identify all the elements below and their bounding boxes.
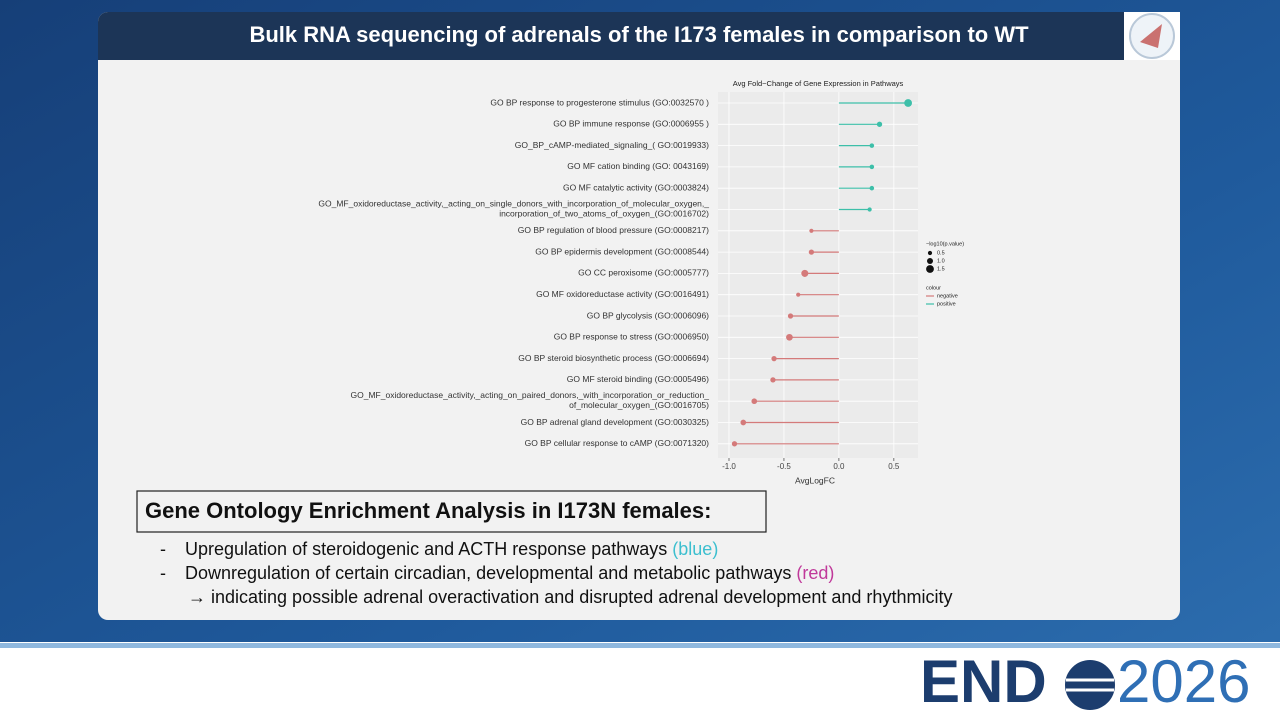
y-tick-label: GO BP steroid biosynthetic process (GO:0… xyxy=(518,353,709,363)
slide-title: Bulk RNA sequencing of adrenals of the I… xyxy=(249,22,1029,47)
point xyxy=(869,185,875,191)
y-tick-label: GO BP glycolysis (GO:0006096) xyxy=(587,310,709,320)
point xyxy=(731,441,738,447)
bullet-highlight: (red) xyxy=(796,563,834,583)
y-tick-label: GO MF catalytic activity (GO:0003824) xyxy=(563,182,709,192)
y-tick-label: GO MF cation binding (GO: 0043169) xyxy=(567,161,709,171)
point xyxy=(786,333,793,341)
chart-title: Avg Fold−Change of Gene Expression in Pa… xyxy=(733,79,904,88)
point xyxy=(809,228,814,233)
size-legend-title: −log10(p.value) xyxy=(926,241,964,247)
size-legend-key xyxy=(927,250,933,256)
color-legend-label: negative xyxy=(937,293,958,299)
point xyxy=(796,292,801,297)
point xyxy=(801,269,809,277)
x-tick-label: -1.0 xyxy=(722,462,736,471)
bullet-marker: - xyxy=(160,539,166,559)
x-tick-label: 0.0 xyxy=(833,462,845,471)
bullet-marker: - xyxy=(160,563,166,583)
box-heading: Gene Ontology Enrichment Analysis in I17… xyxy=(145,498,711,523)
emblem-mark xyxy=(1140,24,1162,48)
x-axis-label: AvgLogFC xyxy=(795,475,835,485)
point xyxy=(869,143,875,148)
x-tick-label: 0.5 xyxy=(888,462,900,471)
y-tick-label: GO_MF_oxidoreductase_activity,_acting_on… xyxy=(351,390,710,410)
title-bar xyxy=(98,12,1124,60)
y-tick-label: GO BP cellular response to cAMP (GO:0071… xyxy=(525,438,710,448)
size-legend-label: 1.0 xyxy=(937,258,945,264)
point xyxy=(904,99,913,107)
size-legend-label: 1.5 xyxy=(937,266,945,272)
heading-box xyxy=(136,490,767,533)
size-legend-key xyxy=(927,258,933,264)
logo-left: END xyxy=(920,648,1047,715)
point xyxy=(808,249,815,255)
y-tick-label: GO BP epidermis development (GO:0008544) xyxy=(535,246,709,256)
y-tick-label: GO BP response to progesterone stimulus … xyxy=(490,97,709,107)
bullet-list: - Upregulation of steroidogenic and ACTH … xyxy=(160,539,834,583)
point xyxy=(869,164,875,170)
plot-panel xyxy=(718,92,918,458)
y-tick-label: GO BP adrenal gland development (GO:0030… xyxy=(521,417,710,427)
y-tick-label: GO_BP_cAMP-mediated_signaling_( GO:00199… xyxy=(515,140,709,150)
y-tick-label: GO BP immune response (GO:0006955 ) xyxy=(553,119,709,129)
size-legend-key xyxy=(926,265,934,273)
x-tick-label: -0.5 xyxy=(777,462,791,471)
y-tick-label: GO BP regulation of blood pressure (GO:0… xyxy=(518,225,709,235)
point xyxy=(787,313,794,319)
point xyxy=(770,377,776,383)
bullet-text: Upregulation of steroidogenic and ACTH r… xyxy=(185,539,718,559)
logo-right: 2026 xyxy=(1117,648,1250,715)
y-tick-label: GO_MF_oxidoreductase_activity,_acting_on… xyxy=(318,199,709,219)
point xyxy=(740,419,747,426)
color-legend-label: positive xyxy=(937,301,956,307)
y-tick-label: GO BP response to stress (GO:0006950) xyxy=(554,332,709,342)
bullet-body: Downregulation of certain circadian, dev… xyxy=(185,563,796,583)
y-tick-label: GO MF steroid binding (GO:0005496) xyxy=(567,374,709,384)
bullet-text: Downregulation of certain circadian, dev… xyxy=(185,563,834,583)
y-tick-label: GO CC peroxisome (GO:0005777) xyxy=(578,268,709,278)
color-legend-title: colour xyxy=(926,285,941,291)
bullet-highlight: (blue) xyxy=(672,539,718,559)
size-legend-label: 0.5 xyxy=(937,250,945,256)
y-tick-label: GO MF oxidoreductase activity (GO:001649… xyxy=(536,289,709,299)
point xyxy=(751,398,758,405)
footer-line xyxy=(0,643,1280,648)
point xyxy=(876,121,883,127)
conclusion: → indicating possible adrenal overactiva… xyxy=(188,587,952,607)
logo-globe xyxy=(1065,660,1115,710)
point xyxy=(771,355,777,362)
point xyxy=(867,207,872,212)
bullet-body: Upregulation of steroidogenic and ACTH r… xyxy=(185,539,672,559)
